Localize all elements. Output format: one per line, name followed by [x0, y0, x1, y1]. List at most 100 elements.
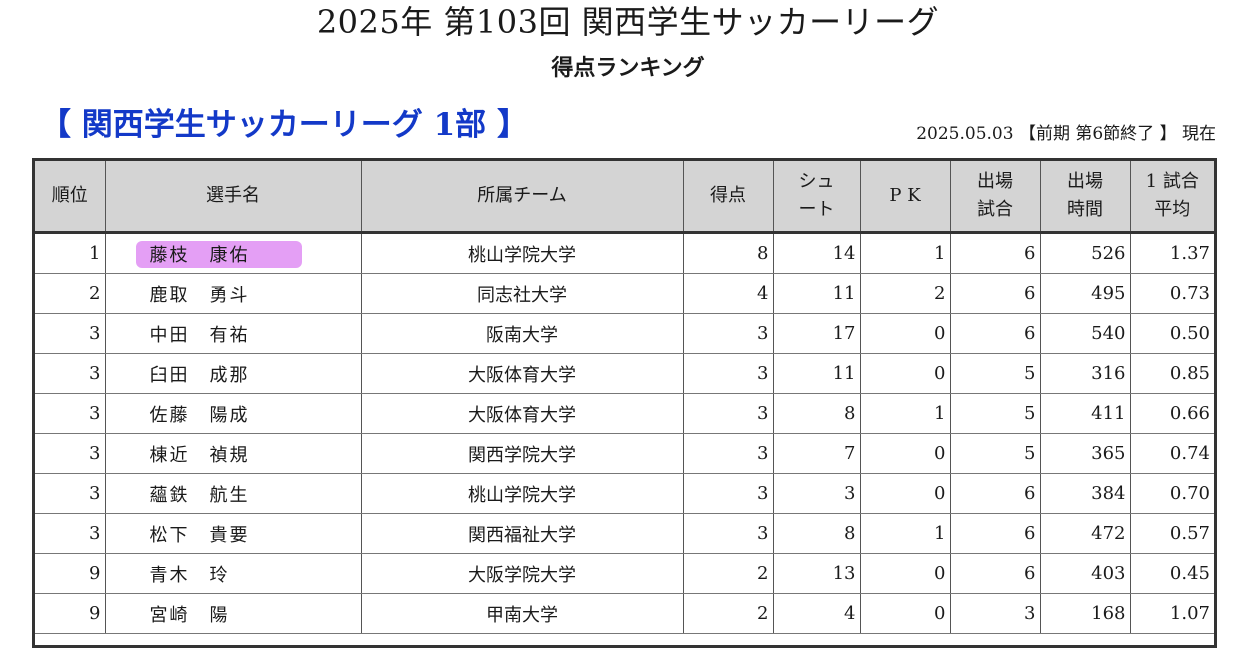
header-label-line: 所属チーム: [477, 185, 567, 206]
player-name-cell: 青木 玲: [105, 553, 362, 594]
header-label-line: 1 試合: [1145, 171, 1199, 192]
player-name: 松下 貴要: [149, 524, 250, 546]
rank-cell: 3: [35, 313, 106, 354]
header-minutes: 出場 時間: [1040, 161, 1131, 234]
appearances-cell: 6: [950, 273, 1041, 314]
goals-cell: 2: [683, 593, 774, 634]
shots-cell: 4: [773, 593, 861, 634]
player-name: 佐藤 陽成: [149, 404, 250, 426]
appearances-cell: 6: [950, 513, 1041, 554]
rank-cell: 3: [35, 473, 106, 514]
header-team: 所属チーム: [361, 161, 684, 234]
shots-cell: 8: [773, 513, 861, 554]
pk-cell: 0: [860, 353, 951, 394]
player-name: 臼田 成那: [149, 364, 250, 386]
player-name: 宮崎 陽: [149, 604, 230, 626]
shots-cell: 14: [773, 232, 861, 274]
header-label-line: 出場: [977, 171, 1013, 192]
pk-cell: 0: [860, 593, 951, 634]
header-label-line: P K: [889, 185, 921, 206]
highlight-marker: [135, 241, 302, 268]
team-cell: 桃山学院大学: [361, 473, 684, 514]
goals-cell: 3: [683, 313, 774, 354]
minutes-cell: 411: [1040, 393, 1131, 434]
header-rank: 順位: [35, 161, 106, 234]
table-row: 9 青木 玲 大阪学院大学 2 13 0 6 403 0.45: [35, 553, 1214, 594]
appearances-cell: 5: [950, 433, 1041, 474]
goals-cell: 4: [683, 273, 774, 314]
per-game-cell: 1.07: [1130, 593, 1214, 634]
team-cell: 大阪体育大学: [361, 393, 684, 434]
shots-cell: 13: [773, 553, 861, 594]
pk-cell: 0: [860, 473, 951, 514]
goals-cell: 8: [683, 232, 774, 274]
appearances-cell: 5: [950, 393, 1041, 434]
table-row: 3 棟近 禎規 関西学院大学 3 7 0 5 365 0.74: [35, 433, 1214, 474]
table-row: 9 宮崎 陽 甲南大学 2 4 0 3 168 1.07: [35, 593, 1214, 634]
table-row: 1 藤枝 康佑 桃山学院大学 8 14 1 6 526 1.37: [35, 232, 1214, 274]
scoring-ranking-table: 順位 選手名 所属チーム 得点 シュ ート P K 出場 試合 出場 時間 1 試合 平均 1 藤枝 康佑…: [35, 161, 1214, 634]
pk-cell: 2: [860, 273, 951, 314]
per-game-cell: 0.57: [1130, 513, 1214, 554]
pk-cell: 0: [860, 313, 951, 354]
table-row: 3 佐藤 陽成 大阪体育大学 3 8 1 5 411 0.66: [35, 393, 1214, 434]
goals-cell: 3: [683, 513, 774, 554]
header-label-line: 選手名: [206, 185, 260, 206]
as-of-date: 2025.05.03 【前期 第6節終了 】 現在: [916, 124, 1216, 144]
rank-cell: 2: [35, 273, 106, 314]
header-label-line: 試合: [977, 199, 1013, 220]
appearances-cell: 5: [950, 353, 1041, 394]
rank-cell: 3: [35, 353, 106, 394]
ranking-table-container: 順位 選手名 所属チーム 得点 シュ ート P K 出場 試合 出場 時間 1 試合 平均 1 藤枝 康佑…: [32, 158, 1217, 648]
per-game-cell: 0.70: [1130, 473, 1214, 514]
division-heading: 【 関西学生サッカーリーグ 1部 】: [40, 107, 528, 143]
rank-cell: 3: [35, 433, 106, 474]
header-label-line: 時間: [1067, 199, 1103, 220]
header-label-line: シュ: [798, 171, 835, 192]
team-cell: 大阪学院大学: [361, 553, 684, 594]
team-cell: 阪南大学: [361, 313, 684, 354]
goals-cell: 3: [683, 473, 774, 514]
shots-cell: 11: [773, 273, 861, 314]
header-label-line: 得点: [710, 185, 746, 206]
appearances-cell: 6: [950, 553, 1041, 594]
minutes-cell: 365: [1040, 433, 1131, 474]
header-per-game: 1 試合平均: [1130, 161, 1214, 234]
header-label-line: 平均: [1154, 199, 1191, 220]
header-shots: シュ ート: [773, 161, 861, 234]
table-row: 3 蘊鉄 航生 桃山学院大学 3 3 0 6 384 0.70: [35, 473, 1214, 514]
player-name-cell: 臼田 成那: [105, 353, 362, 394]
per-game-cell: 0.45: [1130, 553, 1214, 594]
player-name: 蘊鉄 航生: [149, 484, 250, 506]
rank-cell: 3: [35, 513, 106, 554]
team-cell: 関西学院大学: [361, 433, 684, 474]
table-row: 2 鹿取 勇斗 同志社大学 4 11 2 6 495 0.73: [35, 273, 1214, 314]
rank-cell: 9: [35, 553, 106, 594]
pk-cell: 1: [860, 393, 951, 434]
per-game-cell: 0.50: [1130, 313, 1214, 354]
minutes-cell: 403: [1040, 553, 1131, 594]
player-name-cell: 松下 貴要: [105, 513, 362, 554]
page-title: 2025年 第103回 関西学生サッカーリーグ: [316, 3, 940, 41]
minutes-cell: 540: [1040, 313, 1131, 354]
goals-cell: 3: [683, 353, 774, 394]
header-label-line: 順位: [51, 185, 88, 206]
minutes-cell: 495: [1040, 273, 1131, 314]
player-name: 中田 有祐: [149, 324, 250, 346]
rank-cell: 1: [35, 232, 106, 274]
header-label-line: ート: [798, 199, 835, 220]
per-game-cell: 0.66: [1130, 393, 1214, 434]
goals-cell: 3: [683, 433, 774, 474]
per-game-cell: 0.74: [1130, 433, 1214, 474]
appearances-cell: 6: [950, 473, 1041, 514]
player-name-cell: 鹿取 勇斗: [105, 273, 362, 314]
table-row: 3 中田 有祐 阪南大学 3 17 0 6 540 0.50: [35, 313, 1214, 354]
table-row: 3 臼田 成那 大阪体育大学 3 11 0 5 316 0.85: [35, 353, 1214, 394]
minutes-cell: 316: [1040, 353, 1131, 394]
appearances-cell: 6: [950, 232, 1041, 274]
rank-cell: 3: [35, 393, 106, 434]
page-subtitle: 得点ランキング: [551, 55, 705, 81]
player-name: 鹿取 勇斗: [149, 284, 250, 306]
player-name-cell: 蘊鉄 航生: [105, 473, 362, 514]
shots-cell: 7: [773, 433, 861, 474]
